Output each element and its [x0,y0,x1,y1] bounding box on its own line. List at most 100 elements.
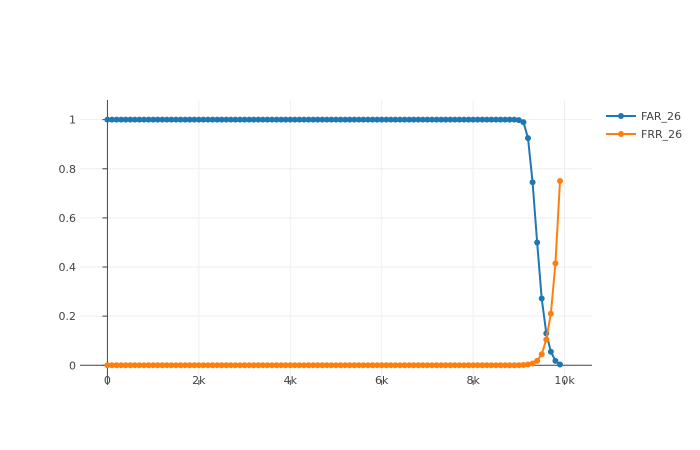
data-point [397,362,403,369]
data-point [191,362,198,369]
data-point [136,116,143,123]
data-point [259,116,266,123]
data-point [154,362,161,369]
data-point [451,116,458,123]
data-point [232,362,239,369]
data-point [525,361,531,368]
data-point [346,116,353,123]
data-point [218,362,225,369]
data-point [387,362,394,369]
data-point [182,116,189,123]
plot-area [104,116,563,369]
data-point [493,116,499,123]
data-point [479,116,486,123]
data-point [195,116,202,123]
legend[interactable]: FAR_26 FRR_26 [606,110,682,141]
data-point [168,116,175,123]
data-point [159,362,166,369]
data-point [360,116,367,123]
data-point [365,116,371,123]
series-FRR_26 [104,178,563,369]
data-point [355,116,362,123]
data-point [255,362,262,369]
x-tick-label: 6k [375,374,389,387]
data-point [456,116,463,123]
data-point [474,362,481,369]
data-point [177,362,184,369]
data-point [237,116,243,123]
data-point [465,116,472,123]
data-point [552,357,559,364]
data-point [305,362,312,369]
data-point [282,362,289,369]
y-tick-label: 0.8 [59,163,77,176]
data-point [223,116,230,123]
series-line [107,180,561,367]
data-point [392,362,399,369]
data-point [401,362,408,369]
data-point [195,362,202,369]
data-point [173,362,179,369]
data-point [301,116,307,123]
data-point [383,116,390,123]
data-point [246,362,253,369]
data-point [127,362,134,369]
data-point [538,351,545,358]
data-point [273,116,280,123]
data-point [296,116,303,123]
data-point [525,135,531,142]
legend-label: FRR_26 [641,128,682,141]
legend-item-FRR_26[interactable]: FRR_26 [606,128,682,141]
data-point [397,116,403,123]
data-point [433,116,440,123]
data-point [269,362,275,369]
data-point [369,362,376,369]
y-tick-label: 0 [69,359,76,372]
data-point [305,116,312,123]
data-point [520,362,527,369]
data-point [237,362,243,369]
data-point [131,362,138,369]
data-point [557,361,563,368]
data-point [502,116,509,123]
data-point [141,362,147,369]
data-point [291,116,298,123]
data-point [122,362,129,369]
data-point [173,116,179,123]
legend-item-FAR_26[interactable]: FAR_26 [606,110,681,123]
data-point [255,116,262,123]
data-point [150,362,157,369]
data-point [250,116,257,123]
data-point [250,362,257,369]
data-point [223,362,230,369]
data-point [141,116,147,123]
data-point [410,362,417,369]
data-point [369,116,376,123]
data-point [557,178,563,185]
data-point [406,362,413,369]
data-point [122,116,129,123]
data-point [109,362,115,369]
data-point [131,116,138,123]
data-point [310,116,317,123]
data-point [506,362,513,369]
data-point [205,116,211,123]
data-point [104,116,111,123]
data-point [547,348,554,355]
data-point [456,362,463,369]
data-point [493,362,499,369]
data-point [337,362,344,369]
data-point [447,362,454,369]
data-point [301,362,307,369]
data-point [502,362,509,369]
data-point [424,116,431,123]
data-point [145,362,152,369]
data-point [150,116,157,123]
data-point [497,116,504,123]
data-point [328,116,335,123]
data-point [118,116,125,123]
data-point [278,116,285,123]
data-point [419,362,426,369]
data-point [104,362,111,369]
data-point [387,116,394,123]
